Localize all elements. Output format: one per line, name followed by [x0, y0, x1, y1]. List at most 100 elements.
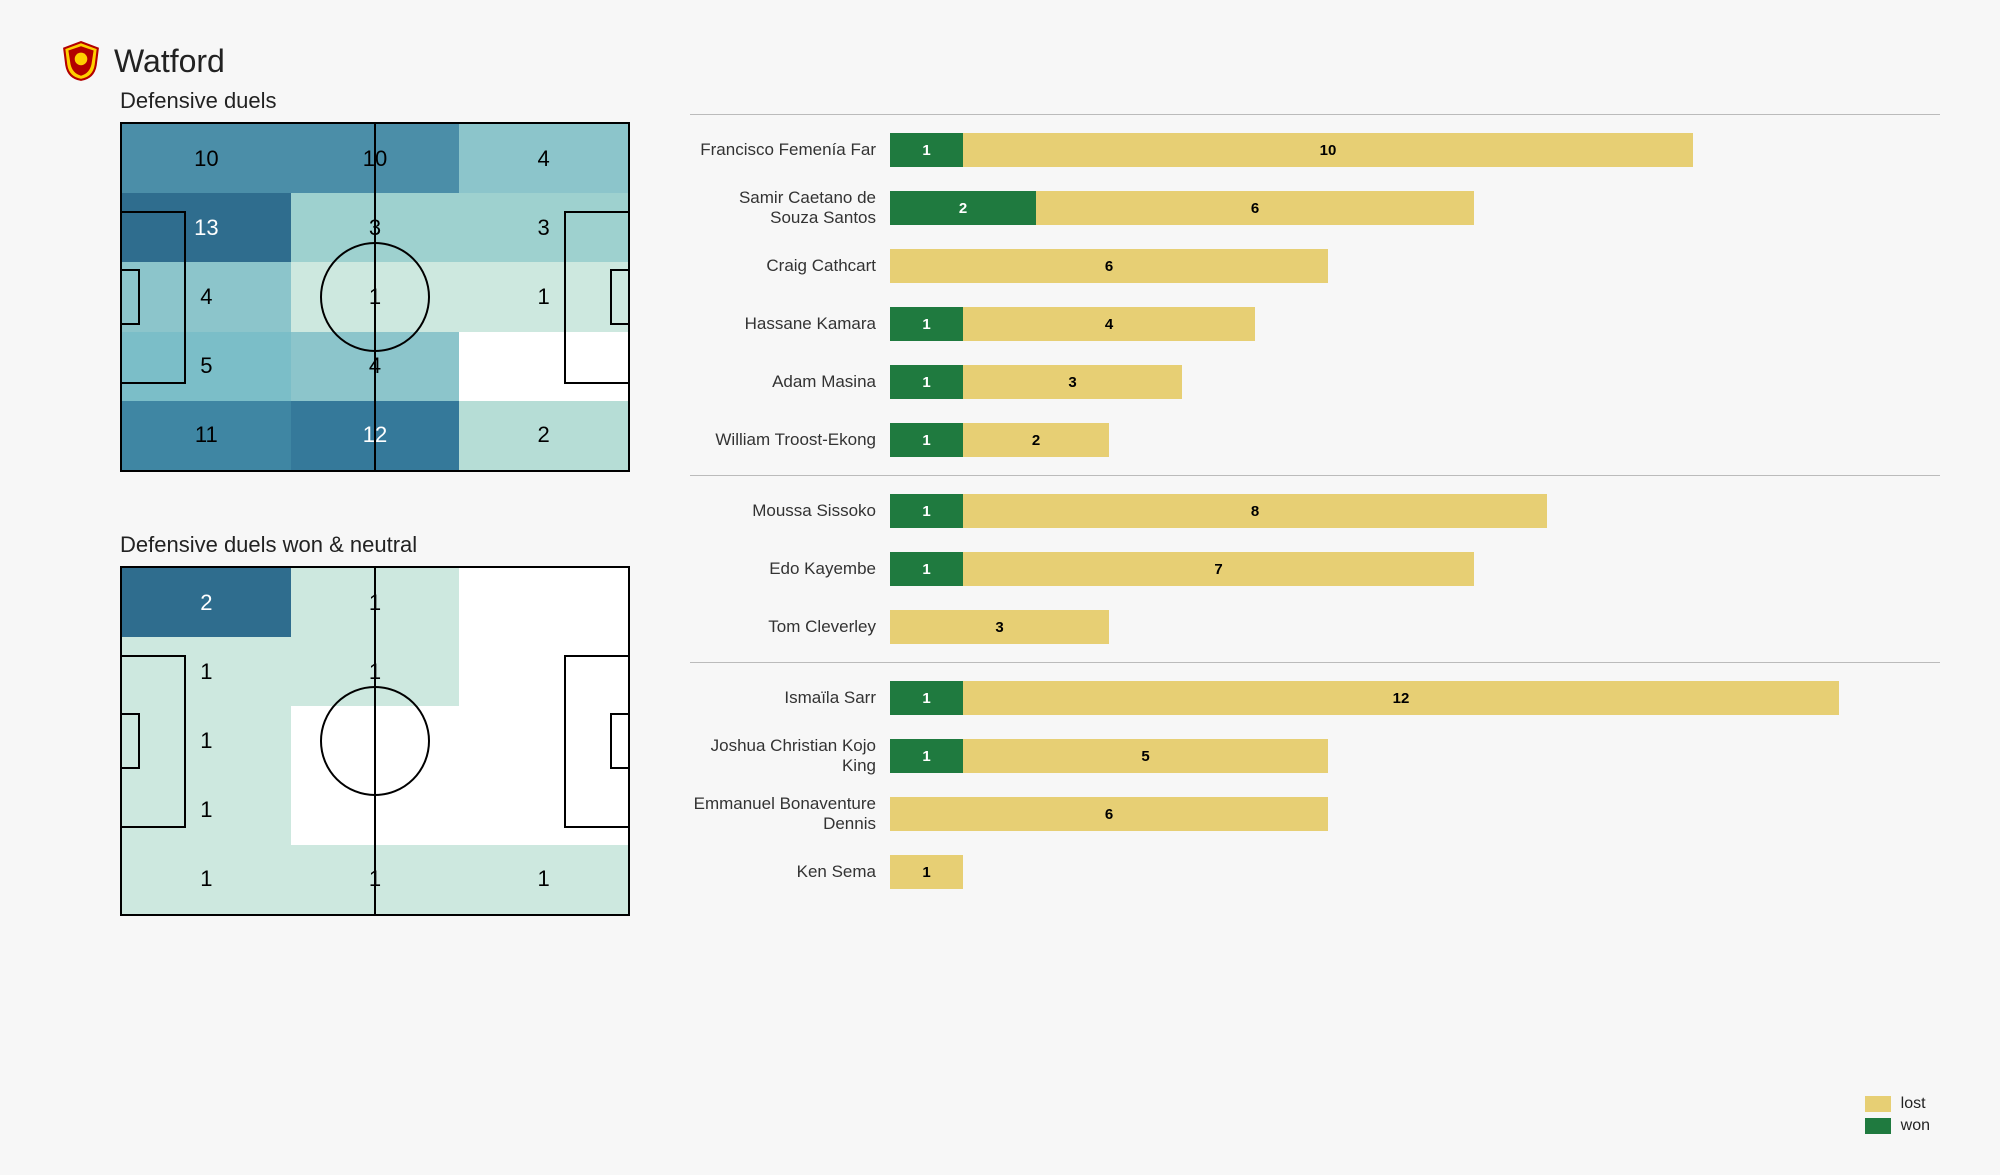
bar-track: 110 [890, 133, 1940, 167]
heatmap-cell [459, 568, 628, 637]
bar-row: Ismaïla Sarr112 [690, 669, 1940, 727]
bar-segment-won: 1 [890, 133, 963, 167]
bar-segment-lost: 4 [963, 307, 1255, 341]
bar-segment-won: 1 [890, 365, 963, 399]
group-separator [690, 662, 1940, 663]
pitch-2: 211111111 [120, 566, 630, 916]
heatmaps-column: Defensive duels 1010413334115411122 Defe… [60, 88, 630, 976]
bar-row: Samir Caetano de Souza Santos26 [690, 179, 1940, 237]
heatmap-cell: 3 [459, 193, 628, 262]
heatmap-cell: 4 [459, 124, 628, 193]
team-name: Watford [114, 43, 225, 80]
heatmap-cell: 1 [122, 706, 291, 775]
player-name: Francisco Femenía Far [690, 140, 890, 160]
player-name: Joshua Christian Kojo King [690, 736, 890, 775]
pitch-1: 1010413334115411122 [120, 122, 630, 472]
bar-segment-lost: 7 [963, 552, 1474, 586]
heatmap-cell: 1 [291, 262, 460, 331]
player-name: Hassane Kamara [690, 314, 890, 334]
heatmap-cell [459, 332, 628, 401]
heatmap2-title: Defensive duels won & neutral [120, 532, 630, 558]
legend-label: won [1901, 1117, 1930, 1135]
heatmap1-title: Defensive duels [120, 88, 630, 114]
bar-segment-lost: 6 [890, 249, 1328, 283]
player-name: Samir Caetano de Souza Santos [690, 188, 890, 227]
player-bars: Francisco Femenía Far110Samir Caetano de… [690, 114, 1940, 901]
legend-swatch [1865, 1096, 1891, 1112]
bar-track: 1 [890, 855, 1940, 889]
heatmap-cell: 12 [291, 401, 460, 470]
bar-segment-lost: 1 [890, 855, 963, 889]
player-name: Ismaïla Sarr [690, 688, 890, 708]
team-logo [60, 40, 102, 82]
player-name: Ken Sema [690, 862, 890, 882]
bar-segment-won: 1 [890, 307, 963, 341]
bars-column: Francisco Femenía Far110Samir Caetano de… [690, 88, 1940, 976]
bar-segment-won: 1 [890, 552, 963, 586]
player-name: Emmanuel Bonaventure Dennis [690, 794, 890, 833]
heatmap-cell [291, 706, 460, 775]
bar-track: 17 [890, 552, 1940, 586]
heatmap-cell: 1 [291, 845, 460, 914]
legend-swatch [1865, 1118, 1891, 1134]
legend-label: lost [1901, 1095, 1926, 1113]
legend-item: won [1865, 1117, 1930, 1135]
bar-track: 112 [890, 681, 1940, 715]
heatmap-cell: 1 [459, 845, 628, 914]
bar-segment-lost: 6 [890, 797, 1328, 831]
bar-row: Emmanuel Bonaventure Dennis6 [690, 785, 1940, 843]
bar-track: 12 [890, 423, 1940, 457]
heatmap-cell: 10 [122, 124, 291, 193]
heatmap-duels: Defensive duels 1010413334115411122 [120, 88, 630, 472]
bar-row: Tom Cleverley3 [690, 598, 1940, 656]
bar-row: Adam Masina13 [690, 353, 1940, 411]
bar-segment-won: 1 [890, 494, 963, 528]
group-separator [690, 475, 1940, 476]
player-name: Tom Cleverley [690, 617, 890, 637]
player-name: Edo Kayembe [690, 559, 890, 579]
heatmap-cell: 1 [291, 568, 460, 637]
player-name: William Troost-Ekong [690, 430, 890, 450]
bar-segment-won: 1 [890, 423, 963, 457]
legend-item: lost [1865, 1095, 1930, 1113]
legend: lost won [1865, 1091, 1930, 1135]
bar-row: Edo Kayembe17 [690, 540, 1940, 598]
bar-track: 13 [890, 365, 1940, 399]
heatmap-cell: 1 [459, 262, 628, 331]
bar-row: Hassane Kamara14 [690, 295, 1940, 353]
bar-track: 6 [890, 249, 1940, 283]
heatmap-cell: 2 [122, 568, 291, 637]
heatmap1-grid: 1010413334115411122 [122, 124, 628, 470]
heatmap-cell: 1 [122, 637, 291, 706]
bar-segment-won: 2 [890, 191, 1036, 225]
heatmap-cell: 1 [122, 776, 291, 845]
heatmap-cell: 13 [122, 193, 291, 262]
player-name: Craig Cathcart [690, 256, 890, 276]
bar-segment-lost: 6 [1036, 191, 1474, 225]
bar-segment-lost: 2 [963, 423, 1109, 457]
heatmap-cell: 2 [459, 401, 628, 470]
player-name: Adam Masina [690, 372, 890, 392]
heatmap-cell: 11 [122, 401, 291, 470]
bar-segment-won: 1 [890, 681, 963, 715]
bar-track: 26 [890, 191, 1940, 225]
bar-segment-lost: 12 [963, 681, 1839, 715]
bar-row: Joshua Christian Kojo King15 [690, 727, 1940, 785]
bar-segment-lost: 3 [890, 610, 1109, 644]
heatmap-won: Defensive duels won & neutral 211111111 [120, 532, 630, 916]
bar-row: Craig Cathcart6 [690, 237, 1940, 295]
bar-track: 14 [890, 307, 1940, 341]
bar-segment-lost: 3 [963, 365, 1182, 399]
header: Watford [60, 40, 1940, 82]
heatmap-cell [459, 776, 628, 845]
bar-row: Francisco Femenía Far110 [690, 121, 1940, 179]
heatmap-cell [291, 776, 460, 845]
main-content: Defensive duels 1010413334115411122 Defe… [60, 88, 1940, 976]
heatmap-cell: 5 [122, 332, 291, 401]
bar-track: 18 [890, 494, 1940, 528]
bar-row: Ken Sema1 [690, 843, 1940, 901]
bar-track: 3 [890, 610, 1940, 644]
heatmap-cell [459, 706, 628, 775]
bar-segment-lost: 8 [963, 494, 1547, 528]
heatmap-cell [459, 637, 628, 706]
